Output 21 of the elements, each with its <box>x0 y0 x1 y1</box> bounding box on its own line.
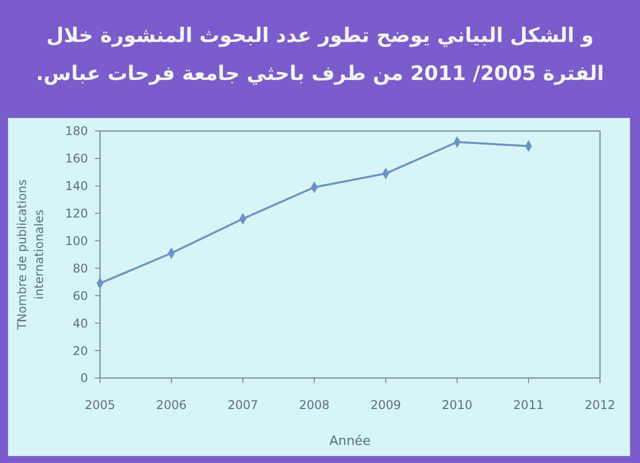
y-tick-label: 120 <box>65 206 88 221</box>
x-tick-label: 2011 <box>513 398 544 412</box>
x-tick-label: 2007 <box>228 398 258 412</box>
y-tick-label: 100 <box>65 234 88 248</box>
y-tick-label: 40 <box>72 316 88 330</box>
chart-title: و الشكل البياني يوضح تطور عدد البحوث المنشورة خلال الفترة 2005/ 2011 من طرف باحثي جامعة فرحات عباس. <box>36 23 604 85</box>
y-axis-title: TNombre de publications internationales <box>15 179 46 331</box>
x-tick-label: 2006 <box>156 398 187 412</box>
x-tick-label: 2005 <box>84 398 116 412</box>
y-tick-label: 20 <box>72 344 88 358</box>
x-tick-label: 2012 <box>584 398 616 412</box>
x-axis-title: Année <box>329 434 371 449</box>
x-tick-label: 2009 <box>370 398 401 412</box>
y-tick-label: 60 <box>72 288 88 303</box>
y-tick-label: 180 <box>65 124 88 138</box>
x-tick-label: 2010 <box>442 398 472 412</box>
y-tick-label: 80 <box>72 261 88 276</box>
y-tick-label: 140 <box>65 179 88 194</box>
y-tick-label: 0 <box>80 371 88 386</box>
y-tick-label: 160 <box>65 152 88 166</box>
x-tick-label: 2008 <box>299 398 330 412</box>
